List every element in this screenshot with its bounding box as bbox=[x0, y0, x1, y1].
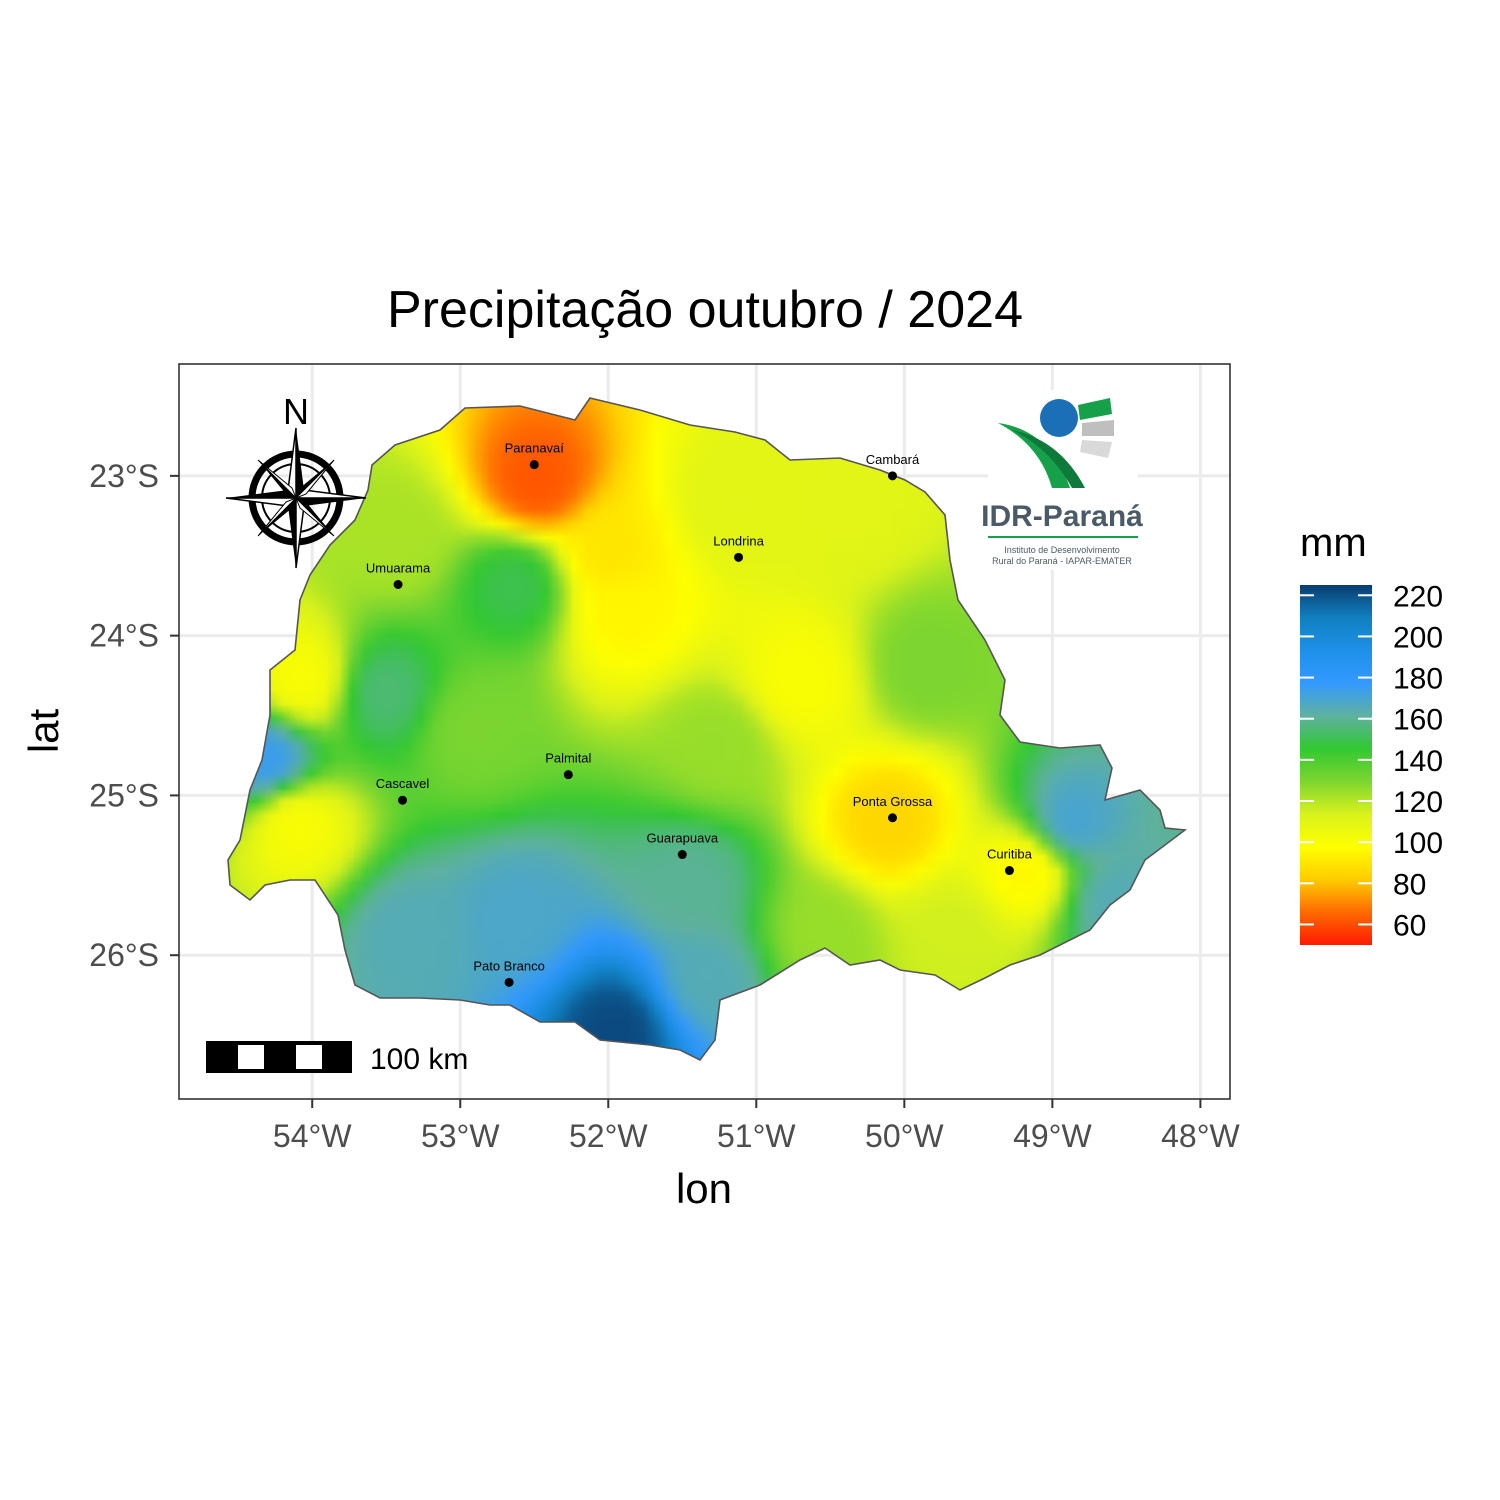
x-tick-label: 54°W bbox=[273, 1118, 352, 1154]
city-point bbox=[529, 460, 539, 470]
logo-subtitle-2: Rural do Paraná - IAPAR-EMATER bbox=[992, 556, 1132, 566]
city-label: Guarapuava bbox=[647, 831, 719, 846]
city-label: Umuarama bbox=[366, 561, 431, 576]
scale-bar-label: 100 km bbox=[370, 1043, 468, 1076]
scale-bar: 100 km bbox=[206, 1041, 468, 1076]
legend-ticks: 220 200 180 160 140 120 100 80 60 bbox=[1300, 580, 1443, 942]
city-point bbox=[393, 580, 403, 589]
x-tick-label: 50°W bbox=[865, 1118, 944, 1154]
legend-label: 160 bbox=[1393, 704, 1443, 737]
north-label: N bbox=[283, 391, 309, 432]
legend-label: 220 bbox=[1393, 580, 1443, 613]
x-tick-label: 53°W bbox=[421, 1118, 500, 1154]
y-tick-label: 24°S bbox=[89, 618, 159, 654]
city-point bbox=[677, 850, 687, 860]
city-point bbox=[504, 977, 514, 987]
city-label: Ponta Grossa bbox=[853, 794, 933, 809]
city-label: Cambará bbox=[866, 452, 920, 467]
y-tick-label: 25°S bbox=[89, 777, 159, 813]
legend-label: 120 bbox=[1393, 786, 1443, 819]
legend-label: 60 bbox=[1393, 909, 1426, 942]
logo-subtitle-1: Instituto de Desenvolvimento bbox=[1004, 545, 1120, 555]
y-tick-label: 23°S bbox=[89, 458, 159, 494]
legend-title: mm bbox=[1300, 521, 1367, 565]
legend-label: 140 bbox=[1393, 745, 1443, 778]
legend-label: 180 bbox=[1393, 663, 1443, 696]
legend-label: 100 bbox=[1393, 827, 1443, 860]
x-axis-title: lon bbox=[676, 1165, 732, 1212]
city-label: Cascavel bbox=[376, 776, 430, 791]
y-axis: 23°S 24°S 25°S 26°S bbox=[89, 458, 179, 973]
city-label: Palmital bbox=[545, 751, 591, 766]
y-tick-label: 26°S bbox=[89, 937, 159, 973]
city-point bbox=[734, 552, 744, 562]
city-point bbox=[398, 795, 408, 805]
city-point bbox=[563, 770, 573, 780]
logo-name: IDR-Paraná bbox=[981, 500, 1143, 533]
city-point bbox=[887, 813, 897, 823]
legend-label: 80 bbox=[1393, 868, 1426, 901]
legend-label: 200 bbox=[1393, 621, 1443, 654]
city-label: Curitiba bbox=[987, 847, 1033, 862]
map-title: Precipitação outubro / 2024 bbox=[387, 281, 1023, 339]
panel-border bbox=[178, 363, 1231, 1100]
x-tick-label: 51°W bbox=[717, 1118, 796, 1154]
x-tick-label: 49°W bbox=[1013, 1118, 1092, 1154]
city-markers: Paranavaí Cambará Londrina Umuarama Palmital… bbox=[366, 441, 1033, 987]
city-label: Londrina bbox=[713, 533, 764, 548]
x-tick-label: 52°W bbox=[569, 1118, 648, 1154]
x-axis: 54°W 53°W 52°W 51°W 50°W 49°W 48°W bbox=[273, 1099, 1240, 1154]
city-point bbox=[1004, 866, 1014, 876]
city-label: Paranavaí bbox=[505, 441, 565, 456]
parana-state-outline bbox=[227, 397, 1188, 1062]
city-label: Pato Branco bbox=[473, 958, 545, 973]
idr-parana-logo: IDR-Paraná Instituto de Desenvolvimento … bbox=[981, 390, 1143, 570]
city-point bbox=[887, 471, 897, 481]
y-axis-title: lat bbox=[20, 708, 67, 753]
legend-colorbar bbox=[1300, 585, 1372, 945]
north-arrow-icon: N bbox=[225, 391, 367, 569]
x-tick-label: 48°W bbox=[1161, 1118, 1240, 1154]
